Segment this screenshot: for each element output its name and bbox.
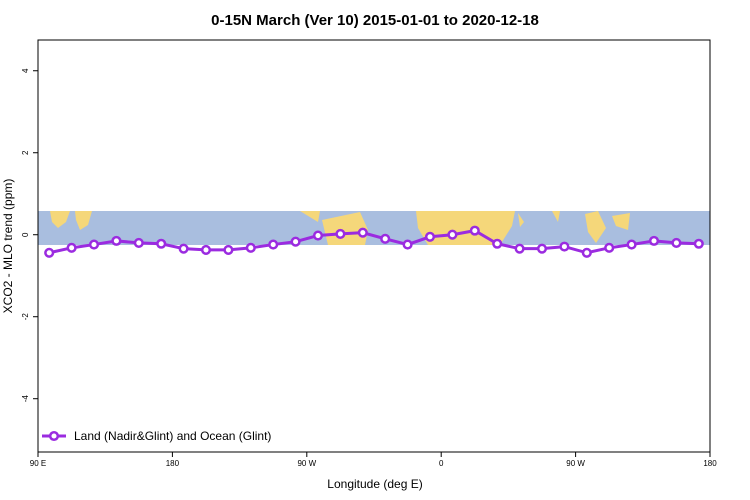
x-tick-label: 180 — [166, 459, 180, 468]
point — [268, 239, 279, 250]
point — [671, 237, 682, 248]
point — [88, 239, 100, 250]
point — [133, 237, 144, 248]
point — [424, 231, 436, 242]
point — [402, 239, 413, 250]
point — [111, 235, 122, 246]
x-tick-label: 0 — [439, 459, 444, 468]
y-tick-label: -4 — [21, 395, 30, 403]
y-axis-label: XCO2 - MLO trend (ppm) — [1, 179, 15, 314]
x-tick-label: 180 — [703, 459, 717, 468]
y-tick-label: 0 — [21, 232, 30, 237]
point — [245, 242, 256, 253]
x-tick-label: 90 W — [566, 459, 585, 468]
point — [604, 242, 615, 253]
point — [469, 225, 480, 236]
plot-frame — [37, 39, 711, 453]
point — [514, 243, 525, 254]
point — [492, 238, 503, 249]
y-tick-label: 4 — [21, 68, 30, 73]
point — [447, 229, 458, 240]
point — [178, 243, 189, 254]
point — [380, 233, 391, 244]
point — [536, 243, 548, 254]
point — [357, 227, 368, 238]
point — [581, 247, 592, 258]
y-tick-label: -2 — [21, 313, 30, 321]
map-background — [38, 211, 710, 245]
point — [200, 244, 212, 255]
point — [290, 236, 301, 247]
point — [335, 228, 346, 239]
point — [693, 238, 704, 249]
x-tick-label: 90 W — [297, 459, 316, 468]
point — [559, 241, 570, 252]
point — [44, 247, 55, 258]
point — [626, 239, 637, 250]
point — [312, 230, 324, 241]
point — [223, 244, 234, 255]
point — [156, 238, 167, 249]
x-tick-label: 90 E — [30, 459, 46, 468]
point — [66, 242, 77, 253]
chart-title: 0-15N March (Ver 10) 2015-01-01 to 2020-… — [211, 12, 539, 29]
legend-label: Land (Nadir&Glint) and Ocean (Glint) — [74, 429, 271, 443]
point — [648, 235, 660, 246]
x-axis-label: Longitude (deg E) — [327, 477, 422, 491]
y-tick-label: 2 — [21, 150, 30, 155]
legend-marker — [48, 430, 60, 442]
